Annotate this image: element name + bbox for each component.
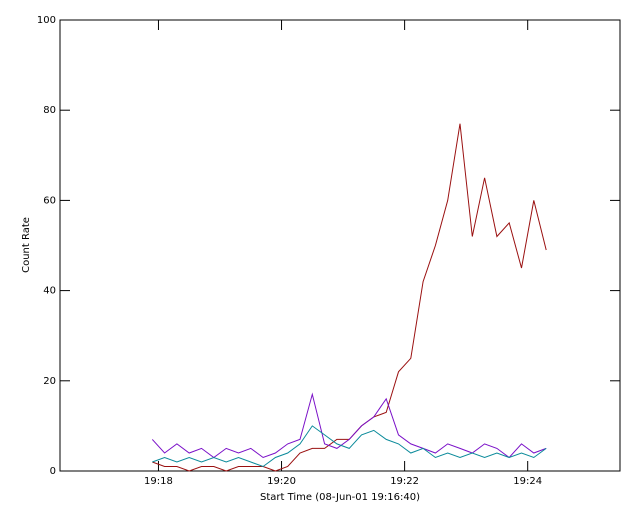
x-tick-label: 19:20 xyxy=(267,476,296,487)
series-line xyxy=(152,425,547,468)
y-tick-label: 80 xyxy=(43,105,56,116)
y-tick-label: 0 xyxy=(50,466,56,477)
y-axis-label: Count Rate xyxy=(21,217,32,273)
y-tick-label: 20 xyxy=(43,376,56,387)
x-tick-label: 19:22 xyxy=(390,476,419,487)
y-tick-label: 40 xyxy=(43,286,56,297)
x-tick-label: 19:18 xyxy=(144,476,173,487)
y-tick-label: 60 xyxy=(43,195,56,206)
plot-frame xyxy=(59,19,621,472)
y-tick-label: 100 xyxy=(37,15,56,26)
series-line xyxy=(151,392,547,459)
x-axis-label: Start Time (08-Jun-01 19:16:40) xyxy=(260,492,420,503)
series-line xyxy=(152,123,547,472)
x-tick-label: 19:24 xyxy=(513,476,542,487)
